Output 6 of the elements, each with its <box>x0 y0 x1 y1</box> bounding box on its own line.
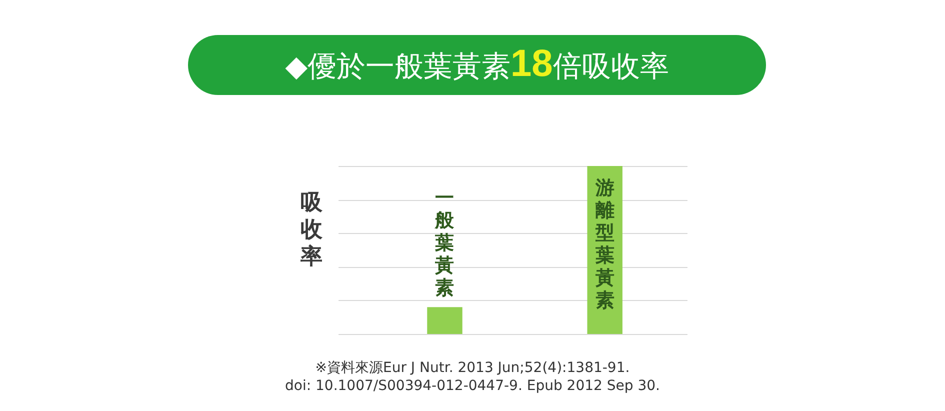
x-tick-label: 游離型葉黃素 <box>594 177 614 312</box>
text: doi: 10.1007/S00394-012-0447-9. Epub 2012 Sep 30. <box>285 377 660 395</box>
x-tick-label: 一般葉黃素 <box>434 187 456 300</box>
y-axis-title: 吸收率 <box>300 190 324 270</box>
chart-title: ◆優於一般葉黃素18倍吸收率 <box>285 43 669 85</box>
text: ※資料來源Eur J Nutr. 2013 Jun;52(4):1381-91. <box>315 359 630 377</box>
